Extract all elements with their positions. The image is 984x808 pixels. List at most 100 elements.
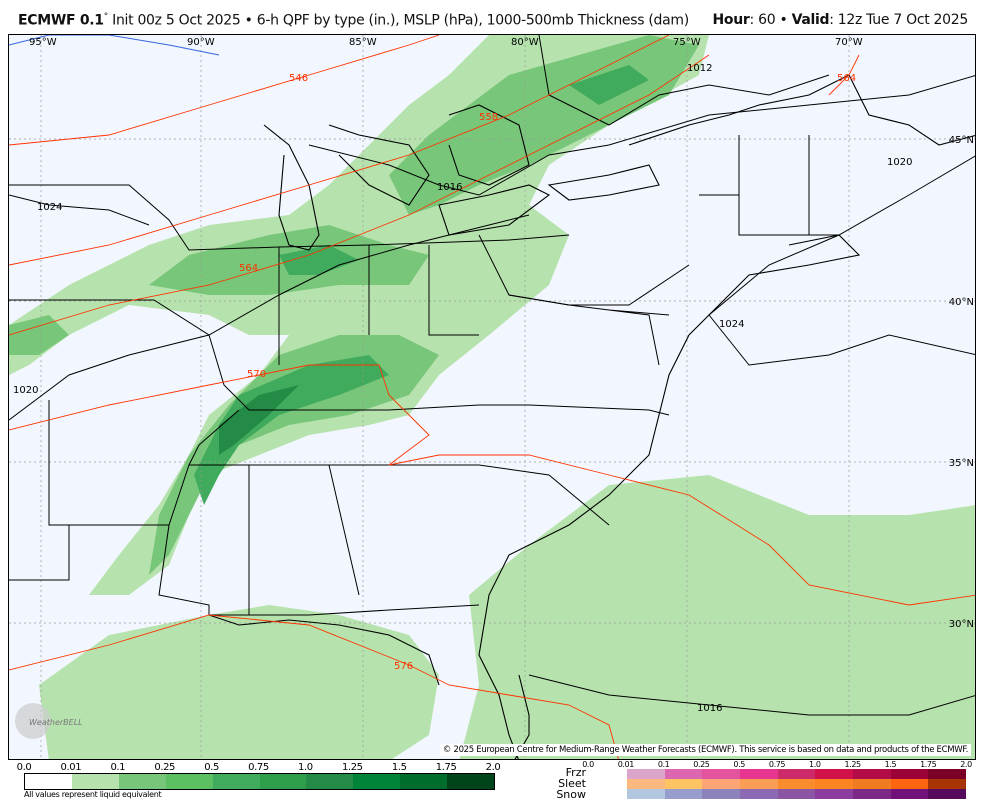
ptype-color-swatch (928, 779, 967, 789)
ptype-color-swatch (928, 769, 967, 779)
precip-light (9, 35, 975, 759)
ptype-colorbar (627, 789, 967, 799)
isobar-label: 1012 (687, 63, 712, 74)
qpf-tick-label: 0.25 (154, 762, 176, 773)
ptype-tick-label: 0.25 (693, 760, 710, 769)
thickness-label: 558 (479, 112, 498, 123)
legend-note: All values represent liquid equivalent (24, 790, 162, 799)
ptype-color-swatch (928, 789, 967, 799)
valid-value: : 12z Tue 7 Oct 2025 (829, 12, 968, 28)
lon-labels: 95°W 90°W 85°W 80°W 75°W 70°W (29, 37, 863, 48)
hour-label: Hour (712, 12, 750, 28)
ptype-color-swatch (853, 779, 891, 789)
lat-label: 40°N (949, 297, 974, 308)
isobar-label: 1020 (13, 385, 38, 396)
lat-labels: 45°N 40°N 35°N 30°N (949, 135, 974, 630)
lon-label: 95°W (29, 37, 57, 48)
hour-value: : 60 • (749, 12, 792, 28)
ptype-color-swatch (890, 789, 929, 799)
lon-label: 90°W (187, 37, 215, 48)
thickness-label: 564 (837, 73, 856, 84)
thickness-labels: 546 558 564 570 576 564 (239, 73, 856, 672)
qpf-color-swatch (118, 774, 166, 789)
product-description: Init 00z 5 Oct 2025 • 6-h QPF by type (i… (107, 12, 689, 29)
qpf-color-swatch (259, 774, 307, 789)
lon-label: 85°W (349, 37, 377, 48)
qpf-tick-label: 0.01 (60, 762, 82, 773)
qpf-tick-label: 2.0 (485, 762, 501, 773)
qpf-color-swatch (400, 774, 448, 789)
ptype-color-swatch (815, 779, 854, 789)
ptype-color-swatch (853, 789, 891, 799)
qpf-color-swatch (71, 774, 119, 789)
ptype-color-swatch (890, 769, 929, 779)
lat-lon-grid (9, 35, 975, 759)
ptype-color-swatch (777, 779, 816, 789)
isobar-blue (9, 35, 220, 56)
isobar-label: 1016 (697, 703, 722, 714)
qpf-color-swatch (165, 774, 213, 789)
ptype-tick-label: 0.5 (733, 760, 745, 769)
map-canvas: 95°W 90°W 85°W 80°W 75°W 70°W 45°N 40°N … (9, 35, 975, 759)
ptype-tick-label: 0.75 (768, 760, 786, 769)
qpf-tick-label: 0.0 (16, 762, 32, 773)
qpf-tick-label: 1.0 (298, 762, 313, 773)
ptype-color-swatch (664, 779, 703, 789)
lat-label: 30°N (949, 619, 974, 630)
precip-very-heavy (219, 385, 299, 455)
map-title: ECMWF 0.1° Init 00z 5 Oct 2025 • 6-h QPF… (18, 12, 689, 29)
isobar-labels: 1012 1016 1020 1024 1020 1024 1016 (13, 63, 912, 714)
qpf-colorbar (24, 773, 495, 790)
weatherbell-logo: WeatherBELL (15, 703, 83, 739)
ptype-color-swatch (777, 789, 816, 799)
thickness-label: 564 (239, 263, 258, 274)
qpf-color-swatch (306, 774, 354, 789)
ptype-color-swatch (740, 789, 778, 799)
lon-label: 75°W (673, 37, 701, 48)
isobars (9, 35, 975, 716)
ptype-tick-label: 1.75 (920, 760, 937, 769)
ptype-color-swatch (890, 779, 929, 789)
forecast-map: 95°W 90°W 85°W 80°W 75°W 70°W 45°N 40°N … (8, 34, 976, 760)
ptype-label: Frzr (565, 766, 586, 779)
lon-label: 70°W (835, 37, 863, 48)
ptype-label: Sleet (558, 777, 586, 790)
ptype-color-swatch (702, 769, 741, 779)
isobar-label: 1020 (887, 157, 912, 168)
ptype-label: Snow (556, 788, 586, 801)
qpf-tick-label: 1.25 (341, 762, 363, 773)
ptype-color-swatch (777, 769, 816, 779)
ptype-color-swatch (664, 769, 703, 779)
lon-label: 80°W (511, 37, 539, 48)
qpf-color-swatch (212, 774, 260, 789)
degree-symbol: ° (103, 12, 109, 22)
ptype-tick-label: 0.1 (657, 760, 670, 769)
ptype-color-swatch (815, 769, 854, 779)
ptype-color-swatch (853, 769, 891, 779)
coastlines (208, 74, 975, 759)
qpf-tick-label: 1.75 (435, 762, 457, 773)
state-borders (9, 135, 839, 616)
thickness-contours (9, 35, 975, 759)
ptype-color-swatch (702, 779, 741, 789)
ptype-color-swatch (815, 789, 854, 799)
qpf-color-swatch (447, 774, 495, 789)
lat-label: 45°N (949, 135, 974, 146)
ptype-color-swatch (627, 789, 665, 799)
thickness-label: 546 (289, 73, 308, 84)
ptype-tick-label: 1.0 (809, 760, 821, 769)
ptype-color-swatch (740, 779, 778, 789)
qpf-tick-label: 1.5 (391, 762, 407, 773)
ptype-tick-label: 1.5 (884, 760, 897, 769)
lat-label: 35°N (949, 458, 974, 469)
valid-time: Hour: 60 • Valid: 12z Tue 7 Oct 2025 (713, 12, 969, 28)
isobar-label: 1024 (37, 202, 62, 213)
qpf-tick-label: 0.1 (110, 762, 126, 773)
ptype-color-swatch (664, 789, 703, 799)
ptype-tick-label: 0.01 (617, 760, 635, 769)
model-name: ECMWF 0.1 (18, 12, 104, 29)
isobar-label: 1024 (719, 319, 744, 330)
isobar-label: 1016 (437, 182, 462, 193)
thickness-label: 570 (247, 369, 266, 380)
